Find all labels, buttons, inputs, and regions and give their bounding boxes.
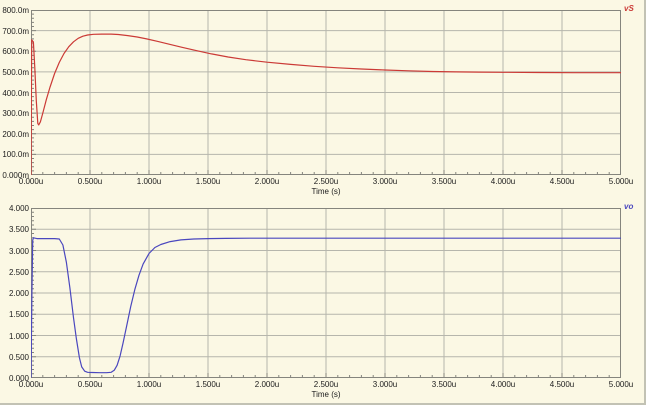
x-tick-label: 4.500u [549, 177, 575, 186]
legend-vo[interactable]: vo [624, 202, 634, 211]
y-tick-label: 400.0m [2, 88, 29, 98]
x-tick-label: 0.500u [77, 177, 103, 186]
y-tick-label: 2.000 [8, 289, 29, 298]
y-tick-label: 500.0m [2, 67, 29, 77]
y-tick-label: 800.0m [2, 6, 29, 15]
x-tick-label: 0.500u [77, 380, 103, 389]
y-tick-label: 4.000 [8, 204, 29, 213]
x-tick-label: 1.000u [136, 177, 162, 186]
y-tick-label: 3.500 [8, 225, 29, 235]
x-axis-title-vo: Time (s) [311, 390, 341, 399]
x-tick-label: 4.000u [490, 380, 516, 389]
x-tick-label: 3.000u [372, 177, 398, 186]
y-tick-label: 0.500 [8, 352, 29, 362]
x-tick-label: 5.000u [608, 177, 634, 186]
x-tick-label: 1.500u [195, 380, 221, 389]
y-tick-label: 300.0m [2, 109, 29, 119]
legend-vs[interactable]: vS [624, 4, 634, 13]
y-tick-label: 600.0m [2, 47, 29, 57]
plot-area-vo[interactable] [31, 208, 621, 378]
y-tick-label: 1.000 [8, 331, 29, 341]
y-tick-label: 200.0m [2, 129, 29, 139]
x-tick-label: 3.500u [431, 177, 457, 186]
x-tick-label: 2.000u [254, 380, 280, 389]
x-tick-label: 3.500u [431, 380, 457, 389]
y-tick-label: 3.000 [8, 246, 29, 256]
x-tick-label: 1.000u [136, 380, 162, 389]
x-tick-label: 2.000u [254, 177, 280, 186]
chart-vo: Time (s) vo 4.000 3.500 3.000 2.500 2.000 1.5… [0, 198, 644, 403]
y-tick-label: 0.000m [2, 171, 29, 180]
x-tick-label: 1.500u [195, 177, 221, 186]
x-tick-label: 2.500u [313, 177, 339, 186]
x-tick-label: 0.000u [18, 177, 44, 186]
x-tick-label: 3.000u [372, 380, 398, 389]
x-tick-label: 4.000u [490, 177, 516, 186]
x-tick-label: 5.000u [608, 380, 634, 389]
x-tick-label: 4.500u [549, 380, 575, 389]
y-tick-label: 2.500 [8, 267, 29, 277]
chart-vs: Time (s) vS 800.0m 700.0m 600.0m 500.0m 400.… [0, 0, 644, 198]
plot-area-vs[interactable] [31, 10, 621, 175]
x-axis-title-vs: Time (s) [311, 187, 341, 196]
y-tick-label: 1.500 [8, 310, 29, 320]
x-tick-label: 2.500u [313, 380, 339, 389]
y-tick-label: 0.000 [8, 374, 29, 383]
x-tick-label: 0.000u [18, 380, 44, 389]
y-tick-label: 100.0m [2, 150, 29, 160]
y-tick-label: 700.0m [2, 26, 29, 36]
